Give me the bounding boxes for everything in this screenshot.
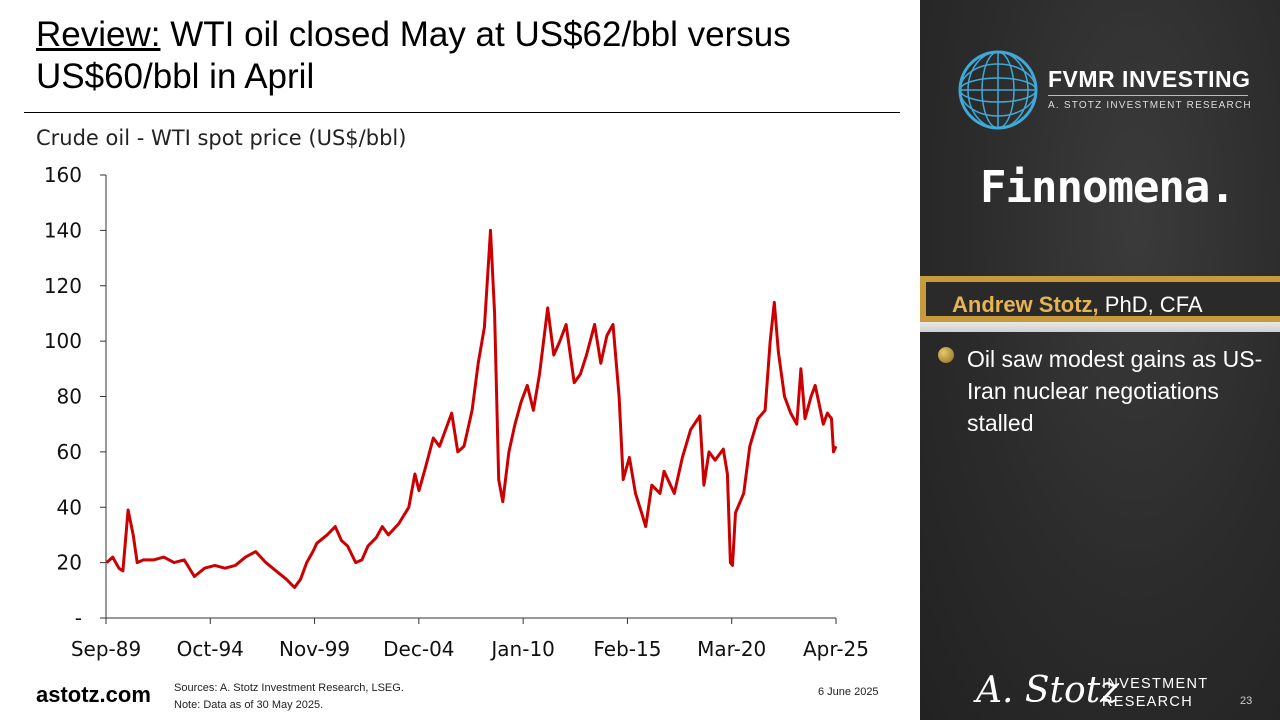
bullet-icon: [938, 347, 954, 363]
y-tick-label: -: [75, 606, 82, 630]
x-tick-label: Mar-20: [697, 637, 766, 661]
wti-price-chart: - 20 40 60 80 100 120 140 160 Sep-89 Oct-94 Nov-99…: [44, 163, 869, 661]
x-tick-label: Oct-94: [177, 637, 244, 661]
y-axis-ticks: - 20 40 60 80 100 120 140 160: [44, 163, 106, 630]
wti-price-line: [105, 228, 838, 589]
research-line2: RESEARCH: [1102, 694, 1193, 710]
brand-subtitle: A. STOTZ INVESTMENT RESEARCH: [1048, 100, 1252, 111]
research-label: INVESTMENT RESEARCH: [1102, 675, 1208, 711]
y-tick-label: 160: [44, 163, 82, 187]
x-tick-label: Apr-25: [803, 637, 869, 661]
globe-icon: [958, 50, 1038, 130]
sidebar-panel: FVMR INVESTING A. STOTZ INVESTMENT RESEA…: [920, 0, 1280, 720]
slide-main: Review: WTI oil closed May at US$62/bbl …: [24, 14, 916, 714]
slide-date: 6 June 2025: [818, 686, 879, 698]
chart-title: Crude oil - WTI spot price (US$/bbl): [36, 126, 407, 150]
x-tick-label: Nov-99: [279, 637, 350, 661]
bullet-text: Oil saw modest gains as US-Iran nuclear …: [967, 346, 1263, 436]
x-tick-label: Dec-04: [383, 637, 454, 661]
author-credentials: PhD, CFA: [1098, 292, 1203, 317]
y-tick-label: 20: [57, 551, 82, 575]
footer-site: astotz.com: [36, 682, 151, 707]
x-tick-label: Feb-15: [593, 637, 661, 661]
y-tick-label: 80: [57, 385, 82, 409]
title-divider: [24, 112, 900, 113]
y-tick-label: 140: [44, 218, 82, 242]
slide-title: Review: WTI oil closed May at US$62/bbl …: [36, 14, 916, 98]
title-rest: WTI oil closed May at US$62/bbl versus U…: [36, 15, 791, 96]
x-tick-label: Sep-89: [71, 637, 141, 661]
signature-logo: A. Stotz: [976, 670, 1120, 711]
chart-axes: [105, 175, 836, 619]
x-tick-label: Jan-10: [489, 637, 555, 661]
author-tab-divider: [920, 322, 1280, 332]
title-lead: Review:: [36, 15, 161, 54]
author-bar: Andrew Stotz, PhD, CFA: [920, 276, 1280, 322]
page-number: 23: [1240, 695, 1253, 707]
y-tick-label: 40: [57, 495, 82, 519]
y-tick-label: 100: [44, 329, 82, 353]
y-tick-label: 60: [57, 440, 82, 464]
research-line1: INVESTMENT: [1102, 676, 1209, 692]
x-axis-ticks: Sep-89 Oct-94 Nov-99 Dec-04 Jan-10 Feb-15 Mar-…: [71, 618, 869, 661]
partner-logo: Finnomena.: [980, 162, 1236, 213]
author-label: Andrew Stotz, PhD, CFA: [952, 288, 1203, 322]
brand-divider: [1048, 95, 1248, 96]
sources-note: Sources: A. Stotz Investment Research, L…: [174, 680, 404, 714]
note-line: Note: Data as of 30 May 2025.: [174, 699, 324, 711]
author-name: Andrew Stotz,: [952, 292, 1099, 317]
source-line: Sources: A. Stotz Investment Research, L…: [174, 682, 404, 694]
y-tick-label: 120: [44, 274, 82, 298]
brand-name: FVMR INVESTING: [1048, 66, 1251, 92]
